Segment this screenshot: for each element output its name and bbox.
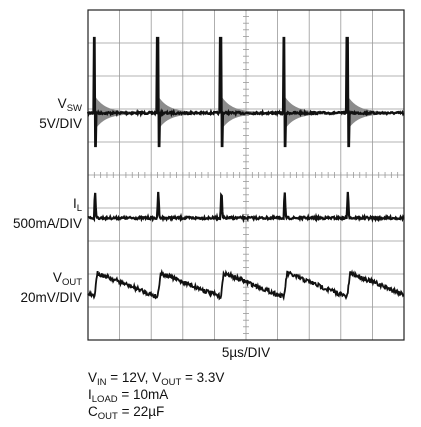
condition-iload: ILOAD = 10mA bbox=[88, 387, 169, 405]
waveform-traces bbox=[86, 36, 405, 302]
vout-scale: 20mV/DIV bbox=[20, 290, 82, 305]
vsw-trace bbox=[86, 36, 405, 148]
time-scale-label: 5µs/DIV bbox=[221, 345, 271, 360]
il-channel-label: IL 500mA/DIV bbox=[12, 196, 82, 231]
vout-trace bbox=[87, 268, 405, 302]
il-scale: 500mA/DIV bbox=[12, 216, 82, 231]
il-trace bbox=[87, 191, 405, 224]
condition-vin-vout: VIN = 12V, VOUT = 3.3V bbox=[88, 370, 225, 388]
vsw-scale: 5V/DIV bbox=[39, 116, 82, 131]
plot-frame bbox=[87, 9, 405, 341]
grid bbox=[87, 9, 405, 341]
vsw-channel-label: VSW 5V/DIV bbox=[39, 96, 82, 131]
condition-cout: COUT = 22µF bbox=[88, 404, 165, 422]
vout-channel-label: VOUT 20mV/DIV bbox=[20, 270, 82, 305]
